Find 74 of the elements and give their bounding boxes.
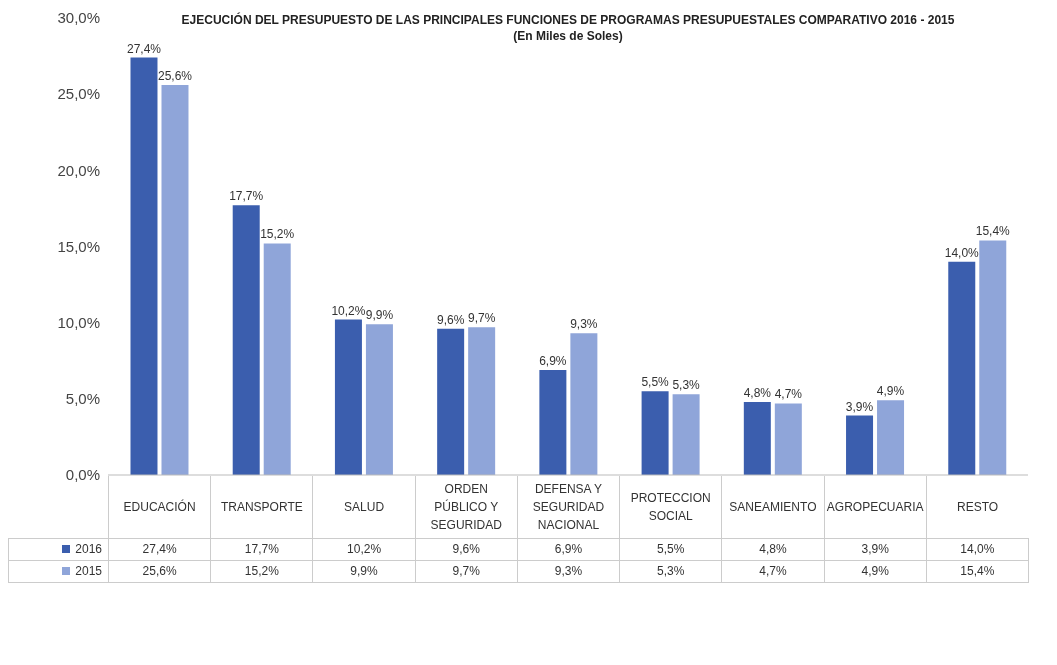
data-label: 9,3% xyxy=(517,560,620,582)
text: 4,7% xyxy=(774,387,802,402)
x-tick-label: ORDEN PÚBLICO Y SEGURIDAD xyxy=(415,476,518,538)
bar xyxy=(979,240,1007,475)
y-tick-label: 20,0% xyxy=(57,161,100,179)
x-tick-label: TRANSPORTE xyxy=(210,476,313,538)
text: 9,9% xyxy=(365,308,394,323)
text: 14,0% xyxy=(944,245,979,260)
bar xyxy=(263,243,291,475)
bar xyxy=(334,319,362,475)
y-tick-label: 5,0% xyxy=(65,390,100,408)
text: (En Miles de Soles) xyxy=(513,29,623,43)
text: 15,4% xyxy=(975,224,1010,239)
x-tick-label: RESTO xyxy=(926,476,1029,538)
text: 9,3% xyxy=(570,317,598,332)
data-label: 5,5% xyxy=(619,538,722,560)
x-tick-label: SALUD xyxy=(312,476,416,538)
x-tick-label: DEFENSA Y SEGURIDAD NACIONAL xyxy=(517,476,620,538)
y-tick-label: 25,0% xyxy=(57,85,100,103)
bar xyxy=(774,403,802,475)
y-tick-label: 0,0% xyxy=(65,466,100,484)
data-label: 5,3% xyxy=(619,560,722,582)
data-label: 4,8% xyxy=(721,538,825,560)
data-label: 6,9% xyxy=(517,538,620,560)
text: 27,4% xyxy=(126,41,161,56)
text: 9,7% xyxy=(467,311,496,326)
bar xyxy=(232,205,260,475)
x-tick-label: SANEAMIENTO xyxy=(721,476,825,538)
data-label: 25,6% xyxy=(108,560,211,582)
bar xyxy=(672,394,700,475)
bar xyxy=(437,328,465,475)
data-label: 9,9% xyxy=(312,560,416,582)
data-label: 15,4% xyxy=(926,560,1029,582)
bar xyxy=(846,415,874,475)
text: 17,7% xyxy=(229,189,264,204)
x-tick-label: PROTECCION SOCIAL xyxy=(619,476,722,538)
bar xyxy=(743,401,771,475)
data-label: 4,7% xyxy=(721,560,825,582)
x-tick-label: EDUCACIÓN xyxy=(108,476,211,538)
bar xyxy=(641,391,669,475)
data-label: 15,2% xyxy=(210,560,313,582)
legend-label: 2015 xyxy=(8,560,109,582)
data-label: 27,4% xyxy=(108,538,211,560)
text: 5,5% xyxy=(641,375,669,390)
bar xyxy=(877,400,905,475)
text: 3,9% xyxy=(845,399,874,414)
data-label: 4,9% xyxy=(824,560,927,582)
text: 9,6% xyxy=(436,312,465,327)
bar xyxy=(570,333,598,475)
y-tick-label: 30,0% xyxy=(57,9,100,27)
y-tick-label: 15,0% xyxy=(57,237,100,255)
bar xyxy=(539,369,567,475)
bar xyxy=(948,261,976,475)
data-label: 3,9% xyxy=(824,538,927,560)
bar xyxy=(365,324,393,475)
x-tick-label: AGROPECUARIA xyxy=(824,476,927,538)
text: 4,8% xyxy=(743,385,771,400)
data-label: 9,6% xyxy=(415,538,518,560)
text: 4,9% xyxy=(876,384,905,399)
text: 15,2% xyxy=(260,227,295,242)
text: 10,2% xyxy=(331,303,366,318)
bar xyxy=(161,85,189,475)
bar xyxy=(468,327,496,475)
text: 5,3% xyxy=(672,378,700,393)
data-label: 17,7% xyxy=(210,538,313,560)
data-label: 10,2% xyxy=(312,538,416,560)
chart-title: EJECUCIÓN DEL PRESUPUESTO DE LAS PRINCIPALES FUNCIONES DE PROGRAMAS PRESUPUESTALES COMPARATIVO 2016 - 2015 xyxy=(180,12,956,28)
y-tick-label: 10,0% xyxy=(57,313,100,331)
legend-label: 2016 xyxy=(8,538,109,560)
text: 25,6% xyxy=(157,69,192,84)
bar xyxy=(130,57,158,475)
data-label: 14,0% xyxy=(926,538,1029,560)
text: 6,9% xyxy=(539,353,567,368)
data-label: 9,7% xyxy=(415,560,518,582)
